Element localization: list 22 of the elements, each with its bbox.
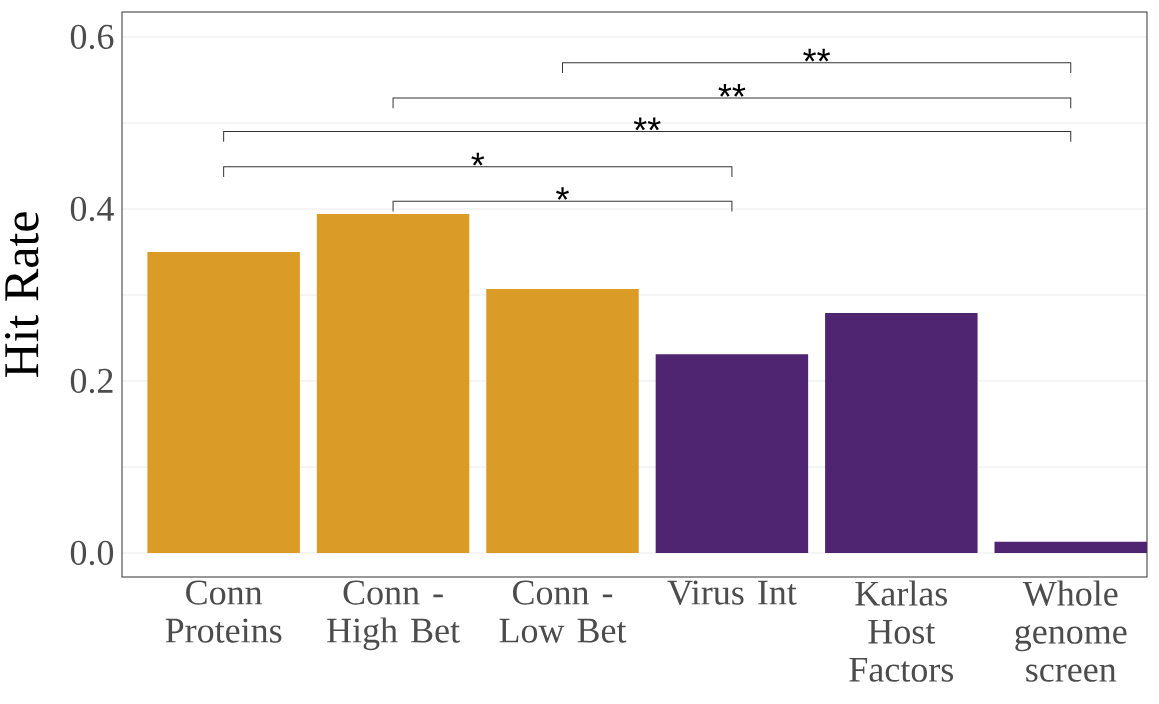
bar xyxy=(147,251,300,553)
bar xyxy=(655,354,809,553)
bar xyxy=(316,214,470,553)
x-tick-label: Conn - High Bet xyxy=(327,580,460,651)
x-tick-label: Virus Int xyxy=(667,580,797,605)
y-tick-label: 0.0 xyxy=(70,540,114,566)
x-tick-label: Conn Proteins xyxy=(165,580,282,643)
y-tick-label: 0.6 xyxy=(70,24,114,50)
x-tick-label: Karlas Host Factors xyxy=(849,580,954,682)
y-tick-label: 0.2 xyxy=(70,368,113,394)
annotation: ** xyxy=(718,84,746,97)
bar xyxy=(825,312,978,553)
y-tick-label: 0.4 xyxy=(70,196,114,222)
annotation: * xyxy=(471,152,485,166)
x-tick-label: Conn - Low Bet xyxy=(499,580,627,643)
y-axis-title: Hit Rate xyxy=(5,212,39,378)
annotation: * xyxy=(556,187,569,200)
annotation: ** xyxy=(803,48,831,62)
bar xyxy=(994,541,1147,553)
annotation: ** xyxy=(633,117,661,131)
x-tick-label: Whole genome screen xyxy=(1015,580,1127,682)
bar xyxy=(486,288,639,553)
